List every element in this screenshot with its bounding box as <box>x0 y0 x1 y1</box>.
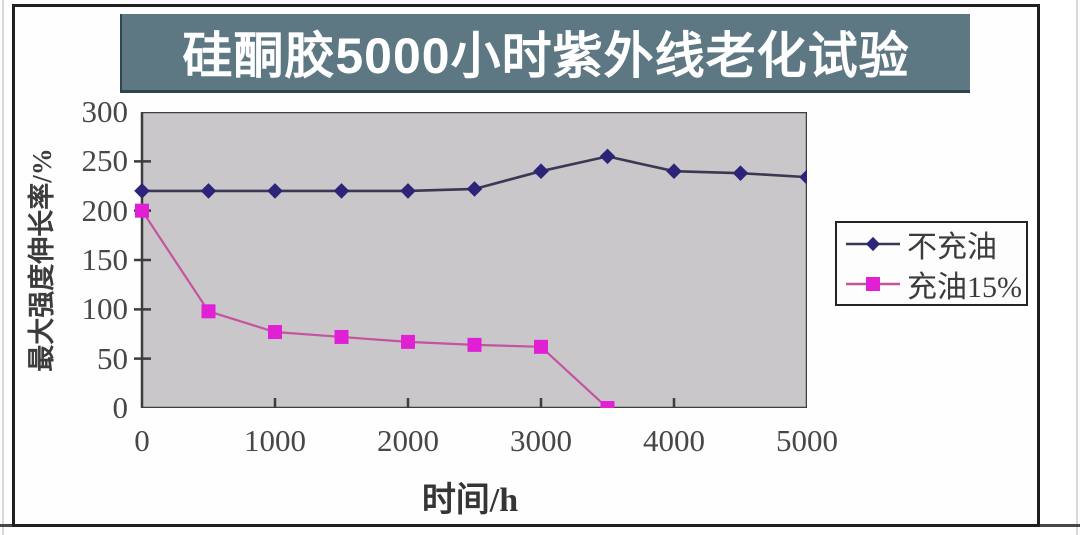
y-axis-title-box: 最大强度伸长率/% <box>20 110 57 410</box>
square-marker <box>600 401 615 415</box>
diamond-marker <box>200 183 217 199</box>
y-tick-label: 250 <box>81 143 129 179</box>
y-tick-label: 300 <box>81 94 129 129</box>
legend-label: 充油15% <box>907 270 1022 304</box>
y-tick-label: 150 <box>81 242 129 277</box>
x-tick-label: 3000 <box>510 423 572 458</box>
plot-area <box>128 110 815 415</box>
square-marker <box>334 329 349 344</box>
page-edge-line-right <box>1076 0 1078 535</box>
legend-item: 不充油 <box>845 226 1026 264</box>
page-edge-line-left <box>2 0 4 535</box>
square-marker <box>268 325 282 340</box>
legend-diamond-marker-icon <box>846 236 900 251</box>
x-tick-label: 5000 <box>776 423 838 458</box>
legend-square-marker-icon <box>846 276 900 291</box>
square-marker <box>135 203 149 218</box>
diamond-marker <box>134 183 150 199</box>
y-tick-label: 200 <box>81 192 129 228</box>
series-line-2 <box>141 210 609 409</box>
chart-title: 硅酮胶5000小时紫外线老化试验 <box>182 28 910 84</box>
square-marker <box>467 337 482 352</box>
x-tick-label: 0 <box>134 423 150 458</box>
chart-title-bar: 硅酮胶5000小时紫外线老化试验 <box>120 14 970 93</box>
square-marker <box>401 334 415 349</box>
x-tick-label: 4000 <box>643 423 705 458</box>
legend: 不充油充油15% <box>835 221 1028 306</box>
y-tick-label: 50 <box>97 340 128 376</box>
legend-item: 充油15% <box>845 266 1026 304</box>
y-axis-title: 最大强度伸长率/% <box>27 148 57 372</box>
x-tick-label: 1000 <box>244 423 306 458</box>
legend-label: 不充油 <box>907 230 997 264</box>
x-tick-label: 2000 <box>377 423 439 458</box>
y-tick-label: 100 <box>81 291 129 327</box>
chart-plot-svg <box>134 110 815 415</box>
y-tick-label: 0 <box>112 390 129 425</box>
x-axis-title: 时间/h <box>421 482 519 519</box>
square-marker <box>201 304 216 319</box>
square-marker <box>534 339 548 354</box>
